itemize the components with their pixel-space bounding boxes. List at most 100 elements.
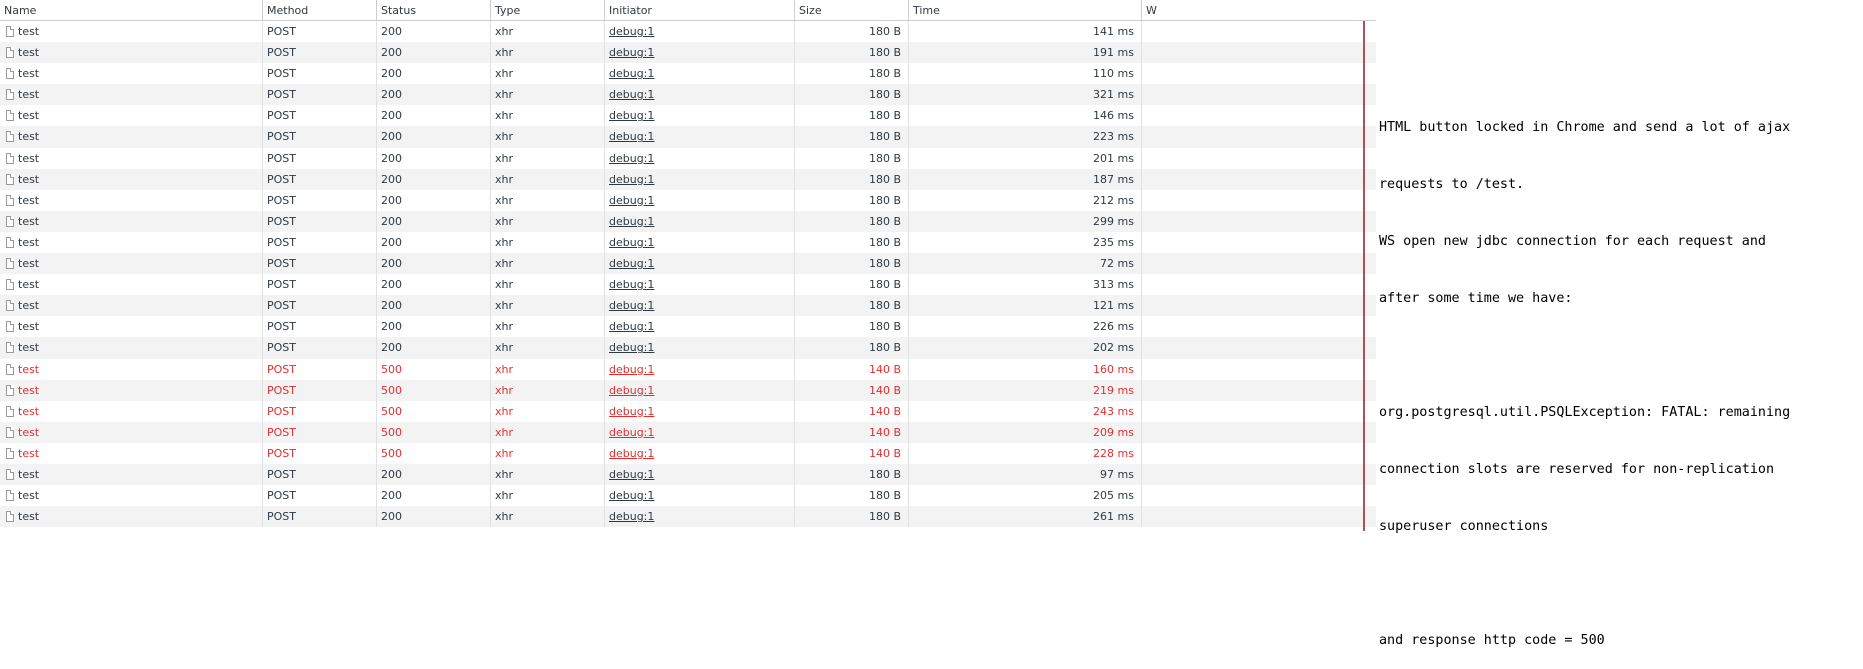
request-row[interactable]: test POST 500 xhr debug:1 140 B 209 ms xyxy=(0,421,1376,443)
column-header-time[interactable]: Time xyxy=(908,0,1141,21)
cell-time: 110 ms xyxy=(908,63,1141,85)
cell-method: POST xyxy=(262,147,376,169)
panel-divider[interactable] xyxy=(1363,21,1365,531)
request-row[interactable]: test POST 200 xhr debug:1 180 B 141 ms xyxy=(0,21,1376,43)
initiator-link[interactable]: debug:1 xyxy=(609,278,655,292)
initiator-link[interactable]: debug:1 xyxy=(609,25,655,38)
file-icon xyxy=(6,279,14,291)
cell-status: 200 xyxy=(376,485,490,507)
request-row[interactable]: test POST 500 xhr debug:1 140 B 160 ms xyxy=(0,358,1376,380)
request-row[interactable]: test POST 200 xhr debug:1 180 B 187 ms xyxy=(0,168,1376,190)
cell-time: 187 ms xyxy=(908,168,1141,190)
request-row[interactable]: test POST 200 xhr debug:1 180 B 223 ms xyxy=(0,126,1376,148)
file-icon xyxy=(6,236,14,248)
request-row[interactable]: test POST 500 xhr debug:1 140 B 228 ms xyxy=(0,442,1376,464)
cell-method: POST xyxy=(262,274,376,296)
initiator-link[interactable]: debug:1 xyxy=(609,151,655,165)
cell-time: 321 ms xyxy=(908,84,1141,106)
cell-status: 200 xyxy=(376,42,490,64)
initiator-link[interactable]: debug:1 xyxy=(609,257,655,271)
initiator-link[interactable]: debug:1 xyxy=(609,341,655,355)
request-row[interactable]: test POST 200 xhr debug:1 180 B 121 ms xyxy=(0,295,1376,317)
cell-name: test xyxy=(0,380,262,401)
cell-name: test xyxy=(0,359,262,380)
initiator-link[interactable]: debug:1 xyxy=(609,467,655,481)
cell-name: test xyxy=(0,253,262,274)
note-line: requests to /test. xyxy=(1379,177,1525,192)
cell-initiator: debug:1 xyxy=(604,231,794,254)
request-row[interactable]: test POST 500 xhr debug:1 140 B 219 ms xyxy=(0,379,1376,401)
initiator-link[interactable]: debug:1 xyxy=(609,88,655,102)
cell-waterfall xyxy=(1141,421,1376,443)
request-row[interactable]: test POST 200 xhr debug:1 180 B 202 ms xyxy=(0,337,1376,359)
request-name: test xyxy=(18,235,40,249)
initiator-link[interactable]: debug:1 xyxy=(609,510,655,524)
request-row[interactable]: test POST 200 xhr debug:1 180 B 201 ms xyxy=(0,147,1376,169)
cell-initiator: debug:1 xyxy=(604,63,794,85)
file-icon xyxy=(6,194,14,206)
cell-name: test xyxy=(0,464,262,485)
initiator-link[interactable]: debug:1 xyxy=(609,320,655,334)
column-header-type[interactable]: Type xyxy=(490,0,604,21)
cell-type: xhr xyxy=(490,126,604,148)
cell-time: 313 ms xyxy=(908,274,1141,296)
initiator-link[interactable]: debug:1 xyxy=(609,130,655,144)
initiator-link[interactable]: debug:1 xyxy=(609,193,655,207)
column-header-waterfall[interactable]: W xyxy=(1141,0,1376,21)
column-header-method[interactable]: Method xyxy=(262,0,376,21)
network-panel: Name Method Status Type Initiator Size T… xyxy=(0,0,1376,531)
request-row[interactable]: test POST 200 xhr debug:1 180 B 72 ms xyxy=(0,253,1376,275)
cell-initiator: debug:1 xyxy=(604,463,794,486)
request-row[interactable]: test POST 200 xhr debug:1 180 B 321 ms xyxy=(0,84,1376,106)
cell-size: 180 B xyxy=(794,463,908,486)
request-name: test xyxy=(18,404,40,418)
cell-method: POST xyxy=(262,485,376,507)
initiator-link[interactable]: debug:1 xyxy=(609,109,655,123)
initiator-link[interactable]: debug:1 xyxy=(609,383,655,397)
request-row[interactable]: test POST 200 xhr debug:1 180 B 212 ms xyxy=(0,189,1376,211)
cell-status: 200 xyxy=(376,231,490,254)
column-header-initiator[interactable]: Initiator xyxy=(604,0,794,21)
column-header-name[interactable]: Name xyxy=(4,4,37,17)
initiator-link[interactable]: debug:1 xyxy=(609,404,655,418)
initiator-link[interactable]: debug:1 xyxy=(609,299,655,313)
cell-time: 191 ms xyxy=(908,42,1141,64)
initiator-link[interactable]: debug:1 xyxy=(609,425,655,439)
request-row[interactable]: test POST 200 xhr debug:1 180 B 299 ms xyxy=(0,210,1376,232)
cell-method: POST xyxy=(262,295,376,317)
request-row[interactable]: test POST 200 xhr debug:1 180 B 191 ms xyxy=(0,42,1376,64)
request-row[interactable]: test POST 200 xhr debug:1 180 B 146 ms xyxy=(0,105,1376,127)
cell-status: 200 xyxy=(376,84,490,106)
cell-size: 140 B xyxy=(794,421,908,443)
request-row[interactable]: test POST 200 xhr debug:1 180 B 313 ms xyxy=(0,274,1376,296)
request-row[interactable]: test POST 200 xhr debug:1 180 B 235 ms xyxy=(0,231,1376,254)
initiator-link[interactable]: debug:1 xyxy=(609,489,655,503)
note-line: superuser connections xyxy=(1379,519,1549,534)
cell-waterfall xyxy=(1141,21,1376,43)
cell-status: 200 xyxy=(376,337,490,359)
request-row[interactable]: test POST 500 xhr debug:1 140 B 243 ms xyxy=(0,400,1376,422)
column-header-size[interactable]: Size xyxy=(794,0,908,21)
request-row[interactable]: test POST 200 xhr debug:1 180 B 226 ms xyxy=(0,316,1376,338)
file-icon xyxy=(6,110,14,122)
initiator-link[interactable]: debug:1 xyxy=(609,46,655,60)
cell-size: 180 B xyxy=(794,506,908,528)
cell-waterfall xyxy=(1141,316,1376,338)
request-row[interactable]: test POST 200 xhr debug:1 180 B 97 ms xyxy=(0,463,1376,486)
initiator-link[interactable]: debug:1 xyxy=(609,446,655,460)
cell-name: test xyxy=(0,274,262,295)
cell-name: test xyxy=(0,21,262,42)
request-row[interactable]: test POST 200 xhr debug:1 180 B 205 ms xyxy=(0,485,1376,507)
request-row[interactable]: test POST 200 xhr debug:1 180 B 110 ms xyxy=(0,63,1376,85)
request-row[interactable]: test POST 200 xhr debug:1 180 B 261 ms xyxy=(0,506,1376,528)
initiator-link[interactable]: debug:1 xyxy=(609,67,655,81)
request-name: test xyxy=(18,130,40,144)
column-header-status[interactable]: Status xyxy=(376,0,490,21)
initiator-link[interactable]: debug:1 xyxy=(609,362,655,376)
cell-waterfall xyxy=(1141,147,1376,169)
initiator-link[interactable]: debug:1 xyxy=(609,235,655,249)
initiator-link[interactable]: debug:1 xyxy=(609,214,655,228)
note-line: WS open new jdbc connection for each req… xyxy=(1379,234,1766,249)
initiator-link[interactable]: debug:1 xyxy=(609,172,655,186)
cell-time: 97 ms xyxy=(908,463,1141,486)
